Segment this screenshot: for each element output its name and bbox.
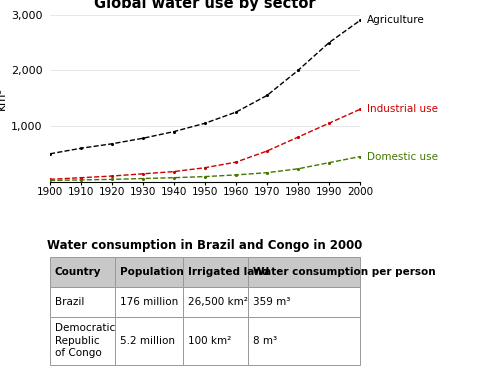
Text: Democratic
Republic
of Congo: Democratic Republic of Congo [54, 324, 115, 358]
Bar [184, 287, 248, 317]
Text: 5.2 million: 5.2 million [120, 336, 175, 346]
Bar [115, 257, 184, 287]
Text: Domestic use: Domestic use [367, 151, 438, 161]
Text: 26,500 km²: 26,500 km² [188, 297, 248, 307]
Text: Population: Population [120, 267, 184, 277]
Text: 100 km²: 100 km² [188, 336, 231, 346]
Text: Agriculture: Agriculture [367, 15, 424, 25]
Text: Country: Country [54, 267, 101, 277]
Bar [248, 317, 360, 365]
Bar [50, 257, 115, 287]
Text: Water consumption in Brazil and Congo in 2000: Water consumption in Brazil and Congo in… [48, 238, 362, 251]
Text: Irrigated land: Irrigated land [188, 267, 269, 277]
Text: 359 m³: 359 m³ [253, 297, 290, 307]
Bar [184, 257, 248, 287]
Y-axis label: km³: km³ [0, 87, 8, 110]
Text: 8 m³: 8 m³ [253, 336, 277, 346]
Bar [50, 317, 115, 365]
Bar [184, 317, 248, 365]
Bar [115, 287, 184, 317]
Text: 176 million: 176 million [120, 297, 178, 307]
Bar [248, 257, 360, 287]
Bar [115, 317, 184, 365]
Text: Industrial use: Industrial use [367, 105, 438, 114]
Text: Brazil: Brazil [54, 297, 84, 307]
Bar [248, 287, 360, 317]
Text: Water consumption per person: Water consumption per person [253, 267, 436, 277]
Bar [50, 287, 115, 317]
Title: Global water use by sector: Global water use by sector [94, 0, 316, 11]
